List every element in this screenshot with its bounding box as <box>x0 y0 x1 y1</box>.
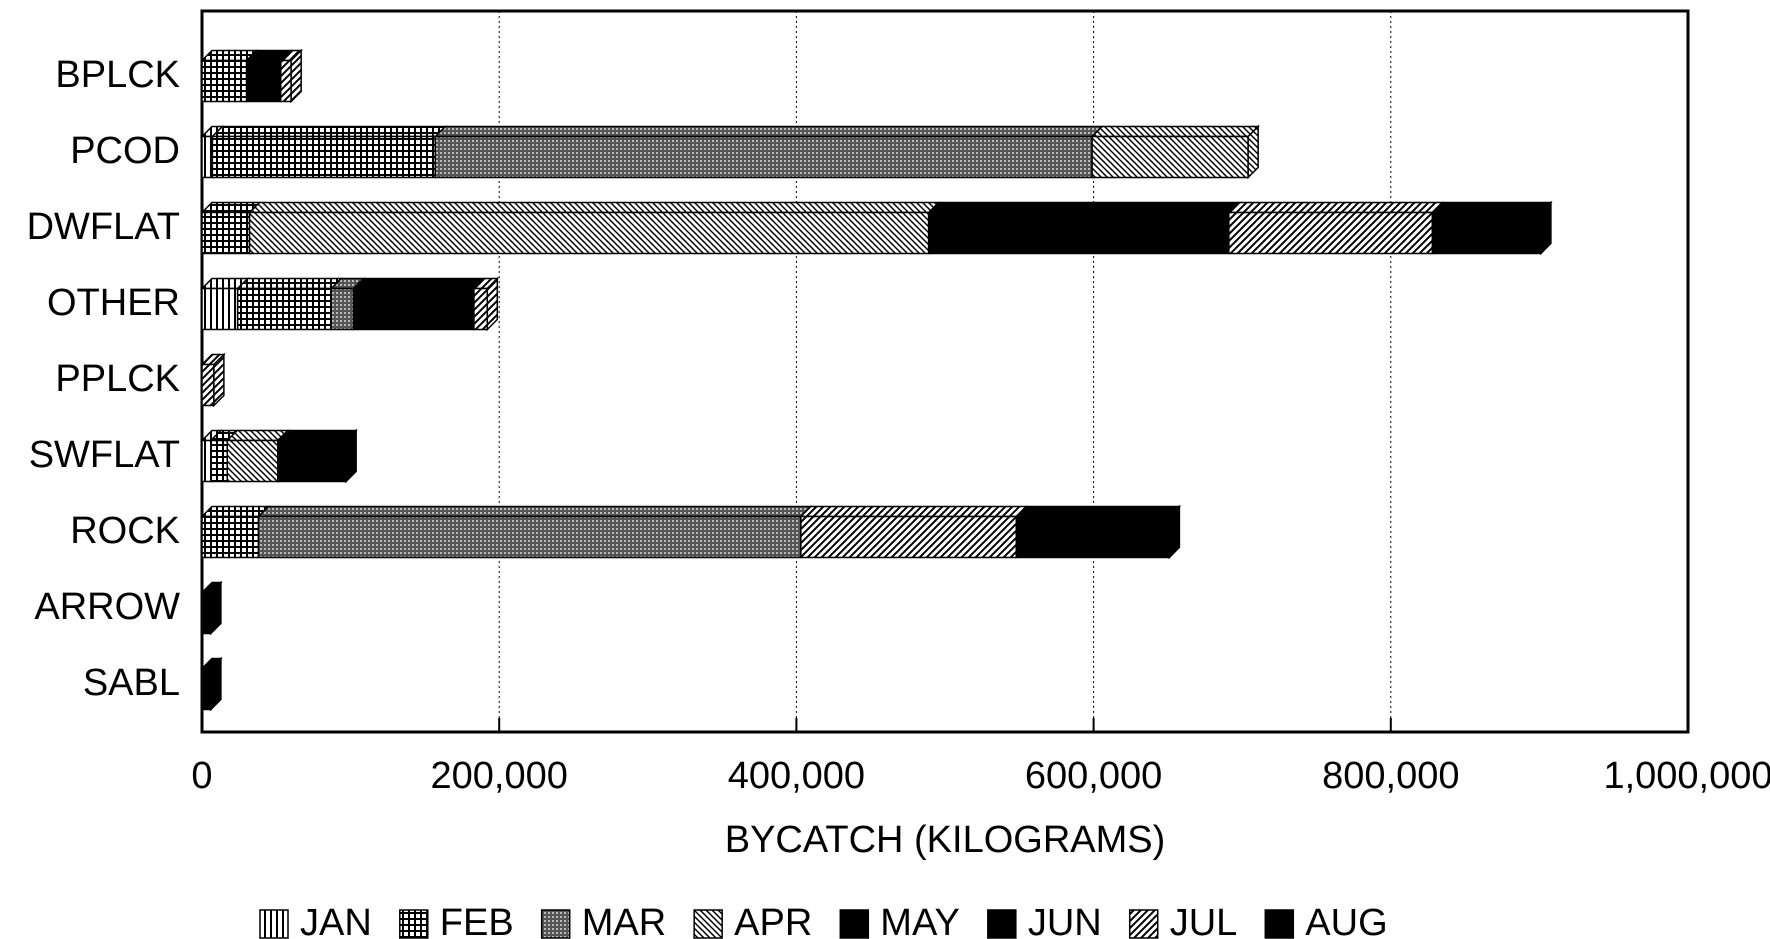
bar-top <box>247 201 941 214</box>
bar-segment <box>1431 211 1542 255</box>
bar-segment <box>201 287 239 331</box>
legend-swatch <box>399 909 429 939</box>
bar-segment <box>927 211 1230 255</box>
y-tick-label: ROCK <box>70 510 180 552</box>
bar-side <box>1247 124 1259 180</box>
x-tick-label: 600,000 <box>1025 755 1162 797</box>
bar-top <box>1090 125 1260 138</box>
bar-side <box>486 276 499 332</box>
bar-segment <box>330 287 355 331</box>
bar-segment <box>201 135 214 179</box>
bar-top <box>1227 201 1445 214</box>
bar-top <box>926 201 1241 214</box>
bar-segment <box>201 363 215 407</box>
y-tick-label: SABL <box>83 662 180 704</box>
legend-label: MAR <box>582 902 666 939</box>
bar-segment <box>211 135 437 179</box>
y-tick-label: OTHER <box>47 282 180 324</box>
bar-top <box>275 429 358 442</box>
bar-top <box>799 505 1029 518</box>
x-tick-label: 1,000,000 <box>1603 755 1770 797</box>
bar-side <box>290 48 302 104</box>
bar-segment <box>210 439 229 483</box>
legend-swatch <box>839 909 870 939</box>
bar-top <box>235 277 344 290</box>
bar-segment <box>201 591 212 635</box>
y-tick-label: BPLCK <box>55 54 180 96</box>
bar-top <box>351 277 486 290</box>
bar-segment <box>201 667 212 711</box>
bar-side <box>1168 504 1181 560</box>
bar-top <box>433 125 1104 138</box>
bar-segment <box>800 515 1018 559</box>
legend-swatch <box>1264 909 1295 939</box>
bar-segment <box>1091 135 1249 179</box>
bar-segment <box>473 287 489 331</box>
bar-segment <box>277 439 347 483</box>
bar-side <box>1540 200 1552 256</box>
x-tick-label: 200,000 <box>431 755 568 797</box>
plot-frame <box>200 9 1690 734</box>
y-tick-label: PPLCK <box>55 358 180 400</box>
bar-top <box>210 125 448 138</box>
x-axis-label: BYCATCH (KILOGRAMS) <box>725 819 1166 861</box>
bar-segment <box>1228 211 1434 255</box>
legend-swatch <box>1128 909 1159 939</box>
bar-segment <box>201 439 212 483</box>
x-tick-label: 800,000 <box>1322 755 1459 797</box>
bar-top <box>1014 505 1182 518</box>
legend-swatch <box>259 909 289 939</box>
bar-segment <box>248 211 930 255</box>
legend-swatch <box>987 909 1017 939</box>
x-tick-label: 0 <box>191 755 212 797</box>
bar-segment <box>201 211 251 255</box>
bar-side <box>213 352 225 408</box>
legend-label: AUG <box>1305 902 1387 939</box>
y-tick-label: DWFLAT <box>27 206 180 248</box>
legend-label: FEB <box>440 902 514 939</box>
bar-segment <box>280 59 292 103</box>
bar-side <box>210 656 222 712</box>
bar-top <box>1430 201 1553 214</box>
bar-segment <box>1015 515 1171 559</box>
bar-side <box>210 580 222 636</box>
legend-label: JUL <box>1170 902 1238 939</box>
bar-top <box>200 505 271 518</box>
bar-segment <box>434 135 1093 179</box>
legend-swatch <box>540 909 571 939</box>
legend-label: JUN <box>1028 902 1102 939</box>
x-tick-label: 400,000 <box>728 755 865 797</box>
bar-segment <box>201 515 260 559</box>
bar-segment <box>352 287 475 331</box>
bar-segment <box>226 439 279 483</box>
legend-label: MAY <box>880 902 960 939</box>
legend-label: JAN <box>300 902 372 939</box>
bar-top <box>256 505 813 518</box>
bar-segment <box>245 59 282 103</box>
y-tick-label: PCOD <box>70 130 180 172</box>
bar-segment <box>257 515 802 559</box>
bar-side <box>345 428 357 484</box>
bar-segment <box>236 287 333 331</box>
y-tick-label: SWFLAT <box>29 434 180 476</box>
y-tick-label: ARROW <box>34 586 180 628</box>
bar-segment <box>201 59 248 103</box>
legend-label: APR <box>734 902 812 939</box>
legend-swatch <box>693 909 723 939</box>
